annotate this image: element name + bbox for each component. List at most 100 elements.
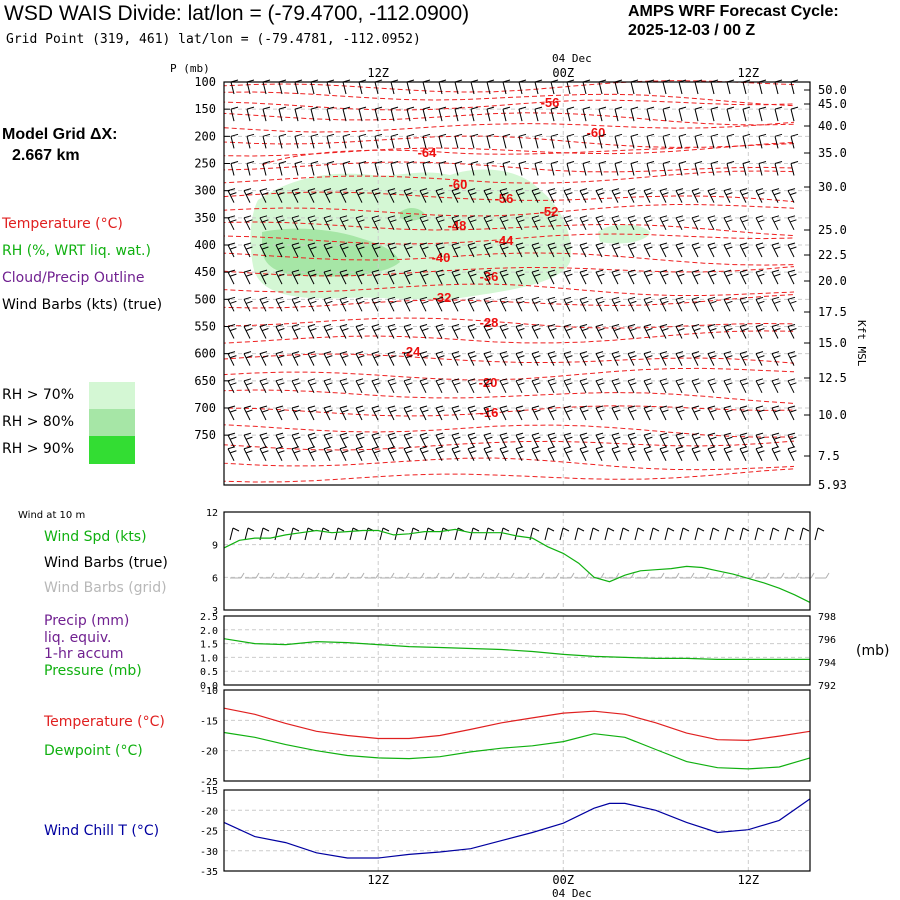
- wind-grid-barb: [695, 572, 710, 579]
- height-tick-label: 7.5: [818, 449, 840, 463]
- wind-barb: [230, 133, 239, 149]
- wind-barb: [323, 405, 333, 421]
- wind-barb: [499, 296, 509, 312]
- legend-wind-barbs-grid: Wind Barbs (grid): [44, 580, 167, 596]
- wind-barb: [387, 215, 397, 231]
- pressure-tick-label: 250: [194, 156, 216, 170]
- value-tick-label: -25: [200, 777, 218, 788]
- wind-10m-barb: [739, 527, 750, 541]
- wind-barb: [547, 378, 557, 394]
- wind-chill-line: [223, 798, 811, 859]
- value-tick-label: 794: [818, 658, 836, 669]
- wind-barb: [726, 106, 735, 122]
- wind-barb: [563, 324, 573, 339]
- value-tick-label: 6: [212, 573, 218, 584]
- legend-dewpoint: Dewpoint (°C): [44, 743, 143, 759]
- wind-barb: [598, 106, 607, 122]
- wind-10m-barb: [394, 527, 405, 541]
- wind-grid-barb: [305, 572, 320, 579]
- wind-barb: [755, 351, 765, 366]
- wind-barb: [726, 133, 735, 149]
- dewpoint-line: [223, 731, 811, 770]
- value-tick-label: 2.5: [200, 612, 218, 623]
- temperature-contour: [223, 294, 795, 309]
- wind-barb: [435, 432, 445, 448]
- wind-10m-barb: [514, 527, 525, 541]
- pressure-tick-label: 200: [194, 129, 216, 143]
- value-tick-label: -20: [200, 747, 218, 758]
- wind-barb: [790, 106, 799, 122]
- wind-barb: [419, 188, 429, 203]
- wind-barb: [323, 242, 333, 258]
- value-tick-label: -35: [200, 867, 218, 878]
- forecast-cycle: AMPS WRF Forecast Cycle: 2025-12-03 / 00…: [628, 2, 839, 40]
- wind-barb: [563, 296, 573, 312]
- wind-barb: [531, 242, 541, 258]
- wind-10m-barb: [589, 527, 600, 541]
- wind-barb: [435, 242, 445, 258]
- wind-grid-barb: [350, 572, 365, 579]
- wind-barb: [339, 269, 349, 285]
- wind-barb: [531, 351, 541, 366]
- wind-barb: [595, 215, 605, 231]
- wind-barb: [451, 378, 461, 394]
- value-tick-label: 0.0: [200, 681, 218, 692]
- wind-barb: [774, 161, 783, 176]
- wind-barb: [659, 324, 669, 339]
- legend-rh90-swatch: [89, 436, 135, 464]
- wind-barb: [787, 215, 797, 231]
- wind-barb: [739, 242, 749, 258]
- wind-barb: [403, 269, 413, 285]
- wind-grid-barb: [335, 572, 350, 579]
- wind-barb: [451, 405, 461, 421]
- wind-barb: [275, 432, 285, 448]
- wind-barb: [643, 188, 653, 203]
- wind-barb: [755, 378, 765, 394]
- wind-barb: [390, 133, 399, 149]
- wind-barb: [499, 378, 509, 394]
- wind-barb: [595, 242, 605, 258]
- wind-grid-barb: [470, 572, 485, 579]
- wind-grid-barb: [410, 572, 425, 579]
- wind-barb: [499, 446, 509, 461]
- wind-10m-barb: [799, 527, 810, 541]
- wind-barb: [243, 215, 253, 231]
- wind-10m-barb: [274, 527, 285, 541]
- temperature-contour-label: -20: [479, 375, 498, 390]
- wind-barb: [547, 242, 557, 258]
- wind-barb: [531, 269, 541, 285]
- wind-barb: [550, 161, 559, 176]
- height-tick-label: 40.0: [818, 119, 847, 133]
- wind-barb: [291, 296, 301, 312]
- height-tick-label: 20.0: [818, 274, 847, 288]
- wind-10m-barb: [694, 527, 705, 541]
- wind-barb: [771, 215, 781, 231]
- temperature-contour: [223, 330, 795, 344]
- wind-grid-barb: [665, 572, 680, 579]
- wind-barb: [790, 133, 799, 149]
- wind-barb: [787, 269, 797, 285]
- wind-barb: [646, 106, 655, 122]
- wind-barb: [707, 215, 717, 231]
- wind-barb: [675, 405, 685, 421]
- wind-barb: [771, 351, 781, 366]
- wind-barb: [627, 296, 637, 312]
- wind-barb: [739, 188, 749, 203]
- pressure-line: [223, 638, 810, 661]
- wind-panel-frame: [223, 511, 811, 611]
- wind-barb: [771, 378, 781, 394]
- wind-barb: [307, 378, 317, 394]
- wind-barb: [691, 242, 701, 258]
- wind-barb: [438, 133, 447, 149]
- wind-barb: [595, 351, 605, 366]
- wind-barb: [547, 188, 557, 203]
- wind-barb: [659, 242, 669, 258]
- wind-barb: [547, 269, 557, 285]
- wind-barb: [595, 378, 605, 394]
- wind-barb: [483, 188, 493, 203]
- wind-barb: [611, 378, 621, 394]
- wind-barb: [275, 242, 285, 258]
- wind-barb: [262, 106, 271, 122]
- wind-barb: [595, 188, 605, 203]
- wind-barb: [483, 296, 493, 312]
